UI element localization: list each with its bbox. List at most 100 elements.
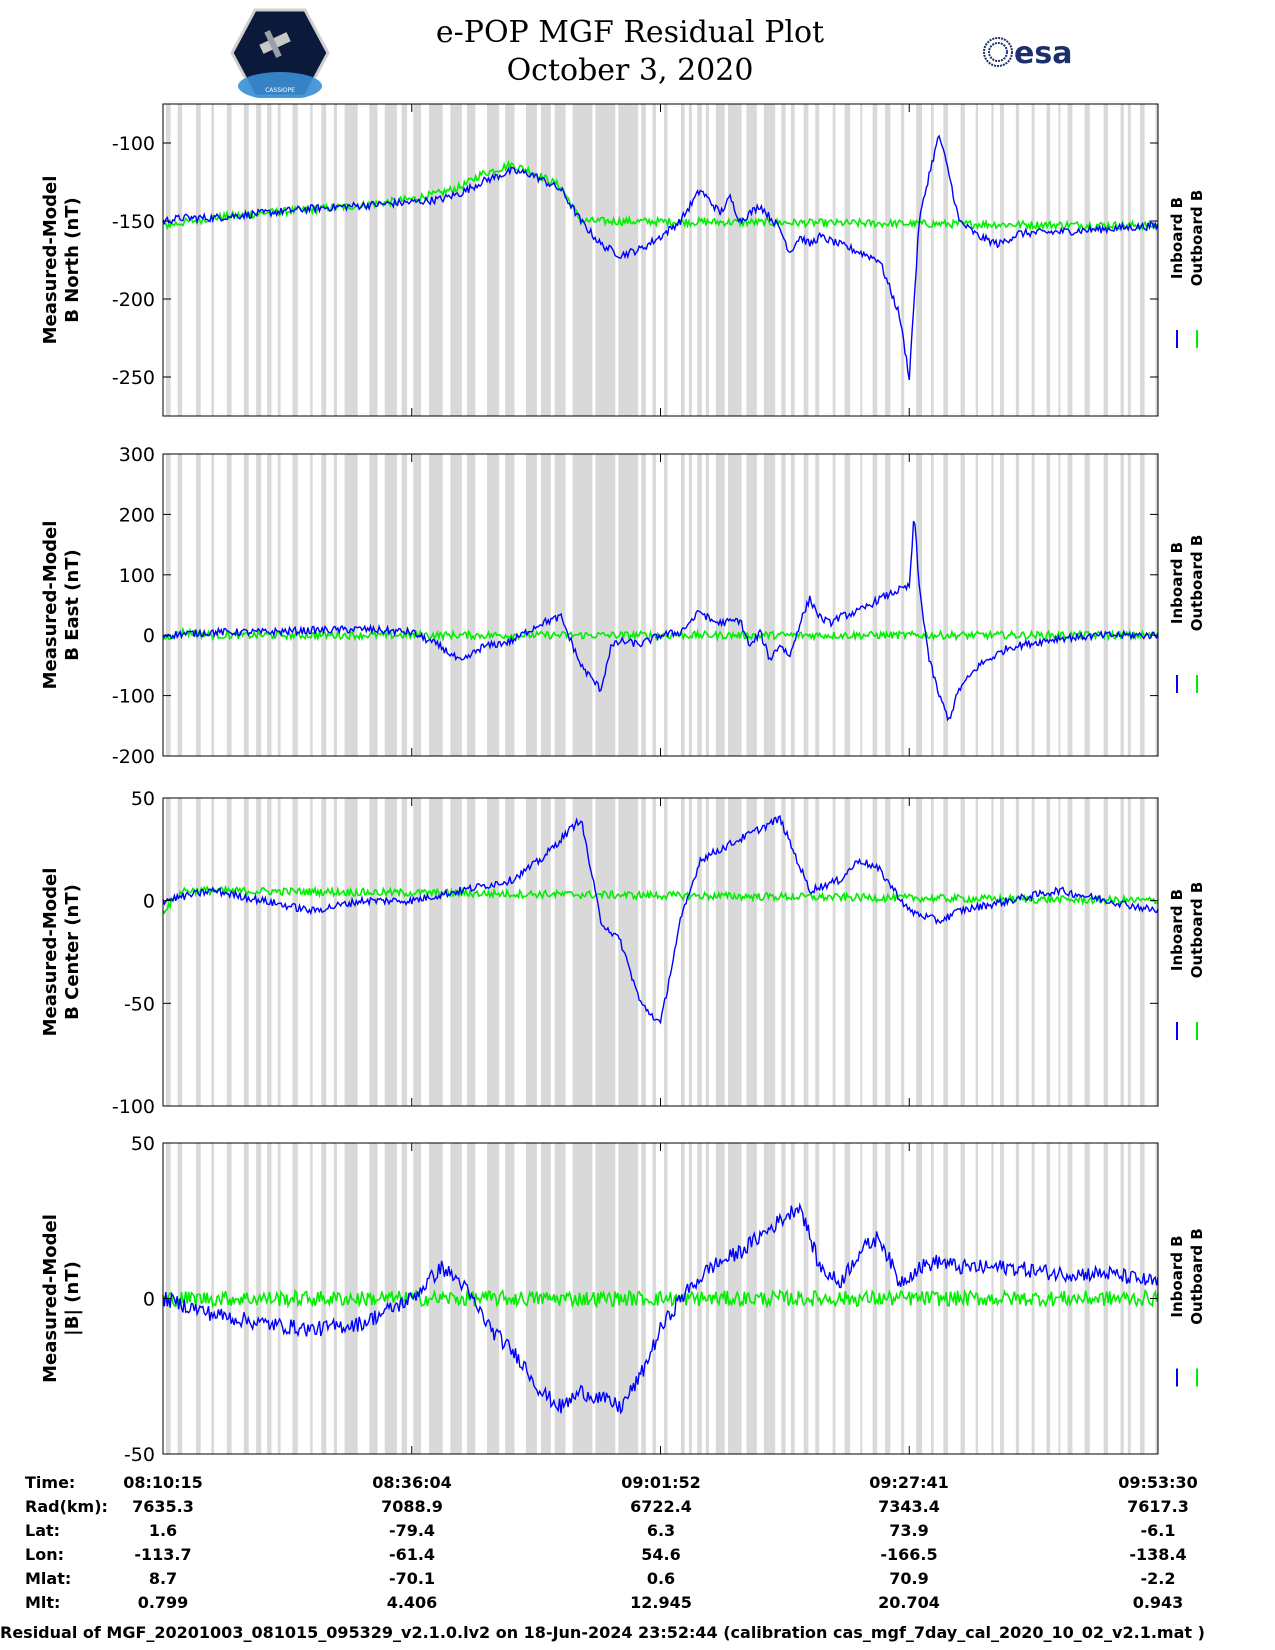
series-line-inboard-b: [162, 520, 1159, 722]
shade-band: [572, 798, 593, 1106]
shade-band: [943, 798, 949, 1106]
shade-band: [803, 104, 809, 416]
shade-band: [763, 798, 776, 1106]
shade-band: [243, 104, 249, 416]
shade-band: [429, 454, 443, 756]
shade-band: [1046, 798, 1051, 1106]
shade-band: [554, 798, 566, 1106]
shade-band: [467, 454, 476, 756]
shade-band: [310, 798, 313, 1106]
shade-band: [413, 454, 422, 756]
shade-band: [1155, 798, 1158, 1106]
shade-band: [267, 104, 272, 416]
shade-band: [413, 1143, 422, 1454]
shade-band: [369, 104, 378, 416]
shade-band: [1120, 1143, 1124, 1454]
legend-label-inboard: Inboard B: [1168, 1235, 1186, 1317]
shade-band: [790, 454, 795, 756]
series-line-outboard-b: [162, 1288, 1159, 1309]
shade-band: [1155, 104, 1158, 416]
shade-band: [292, 1143, 298, 1454]
shade-band: [901, 798, 905, 1106]
info-row-label: Lat:: [25, 1521, 60, 1540]
shade-band: [1127, 104, 1131, 416]
shade-band: [487, 454, 500, 756]
shade-band: [1084, 798, 1090, 1106]
shade-band: [815, 798, 820, 1106]
shade-band: [344, 798, 358, 1106]
shade-band: [663, 454, 668, 756]
y-tick-label: 300: [119, 444, 155, 466]
title-line-2: October 3, 2020: [506, 53, 754, 88]
shade-band: [763, 454, 776, 756]
shade-band: [211, 104, 215, 416]
info-cell: 0.799: [138, 1593, 189, 1612]
shade-band: [277, 798, 281, 1106]
shade-band: [467, 798, 476, 1106]
shade-band: [1015, 1143, 1020, 1454]
shade-band: [815, 454, 820, 756]
shade-band: [429, 798, 443, 1106]
shade-band: [975, 798, 979, 1106]
shade-band: [705, 104, 709, 416]
shade-band: [680, 104, 685, 416]
y-tick-label: -50: [124, 993, 155, 1015]
shade-band: [618, 454, 639, 756]
info-cell: -70.1: [389, 1569, 435, 1588]
shade-band: [885, 454, 891, 756]
y-tick-label: 0: [143, 891, 155, 913]
legend-label-outboard: Outboard B: [1188, 1228, 1206, 1325]
shade-band: [165, 454, 171, 756]
shade-band: [991, 798, 994, 1106]
shade-band: [369, 798, 378, 1106]
shade-band: [177, 104, 183, 416]
shade-band: [688, 454, 692, 756]
shade-band: [1058, 104, 1061, 416]
y-tick-label: -200: [112, 746, 155, 768]
panel-2: 300 200 100 0 -100 -200 Measured-Model B East (…: [40, 444, 1206, 768]
shade-band: [321, 798, 327, 1106]
shade-band: [815, 104, 820, 416]
y-axis-label: Measured-Model: [40, 868, 61, 1037]
info-row-label: Time:: [25, 1473, 75, 1492]
shade-band: [256, 104, 262, 416]
shade-band: [333, 104, 337, 416]
shade-band: [1120, 454, 1124, 756]
shade-band: [975, 104, 979, 416]
shade-band: [885, 798, 891, 1106]
y-tick-label: 0: [143, 1289, 155, 1311]
info-cell: 8.7: [149, 1569, 177, 1588]
shade-band: [1140, 454, 1145, 756]
shade-band: [467, 104, 476, 416]
shade-band: [930, 104, 934, 416]
shade-band: [540, 454, 551, 756]
shade-band: [487, 1143, 500, 1454]
info-row-label: Mlat:: [25, 1569, 71, 1588]
shade-band: [1127, 798, 1131, 1106]
y-tick-label: -150: [112, 211, 155, 233]
y-axis-label: Measured-Model: [40, 1214, 61, 1383]
shade-band: [321, 104, 327, 416]
y-tick-label: 100: [119, 565, 155, 587]
y-tick-label: -250: [112, 367, 155, 389]
shade-band: [1067, 454, 1073, 756]
shade-band: [292, 454, 298, 756]
shade-band: [832, 1143, 836, 1454]
shade-band: [991, 104, 994, 416]
shade-band: [1067, 798, 1073, 1106]
shade-band: [844, 454, 851, 756]
shade-band: [763, 104, 776, 416]
shade-band: [844, 104, 851, 416]
shade-band: [781, 798, 786, 1106]
shade-band: [554, 104, 566, 416]
shade-band: [226, 1143, 232, 1454]
shade-band: [226, 798, 232, 1106]
shade-band: [975, 1143, 979, 1454]
shade-band: [1103, 104, 1109, 416]
info-cell: 20.704: [878, 1593, 940, 1612]
shade-band: [450, 454, 462, 756]
shade-band: [641, 1143, 646, 1454]
shade-band: [572, 454, 593, 756]
shade-band: [333, 454, 337, 756]
info-cell: -166.5: [880, 1545, 937, 1564]
